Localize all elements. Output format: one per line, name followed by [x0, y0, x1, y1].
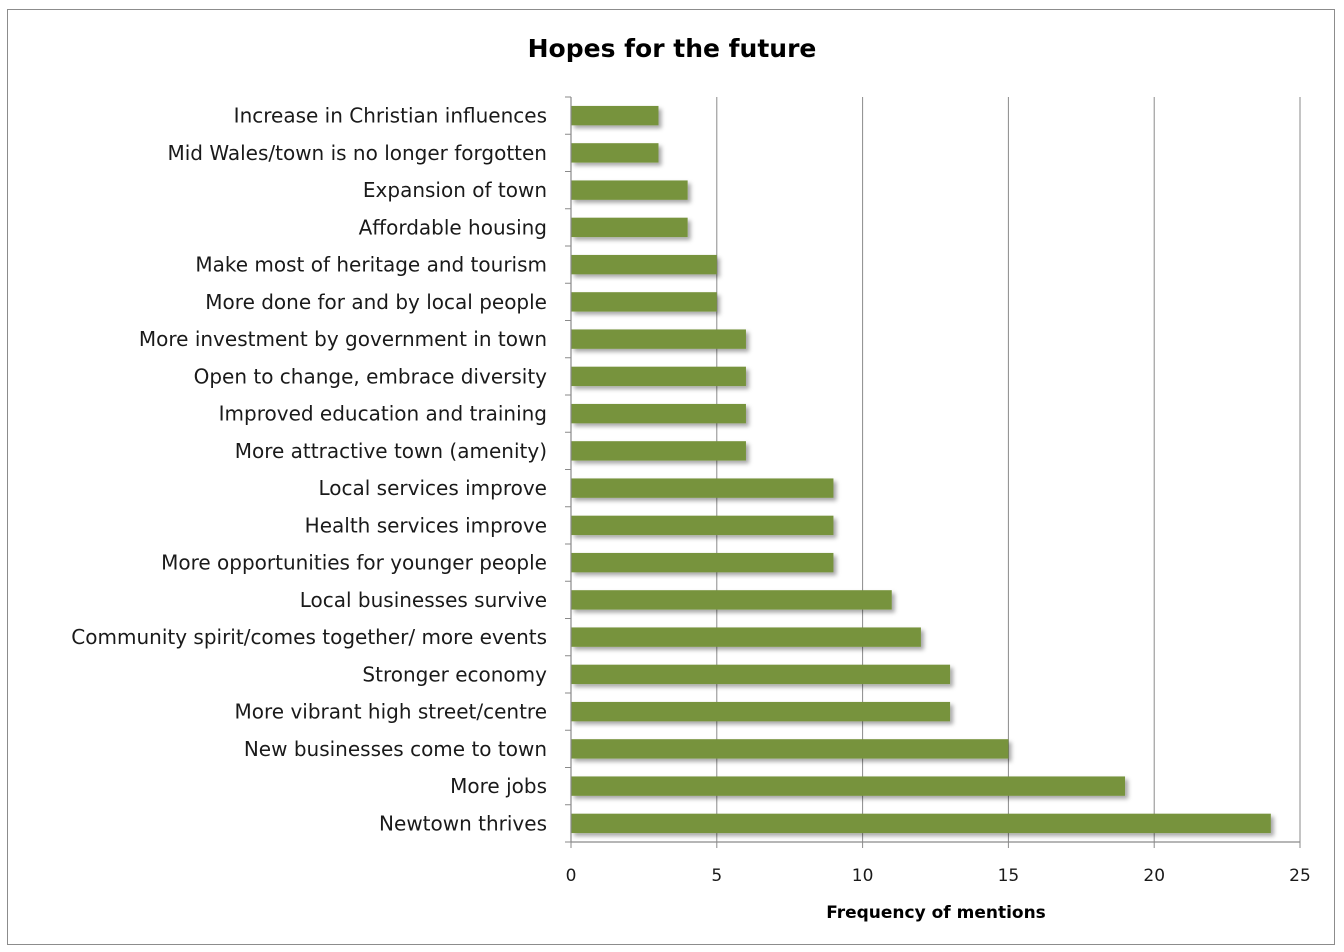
- category-label: Health services improve: [305, 513, 547, 537]
- category-label: Mid Wales/town is no longer forgotten: [167, 141, 547, 165]
- bar: [571, 664, 951, 685]
- category-label: Make most of heritage and tourism: [195, 253, 547, 277]
- x-axis-title: Frequency of mentions: [826, 903, 1046, 923]
- bar: [571, 403, 746, 424]
- category-label: Local businesses survive: [300, 588, 547, 612]
- category-label: Increase in Christian influences: [234, 104, 547, 128]
- x-tick-label: 10: [852, 866, 874, 886]
- bar: [571, 217, 688, 238]
- bar: [571, 180, 688, 200]
- bar: [571, 254, 717, 275]
- bar: [571, 143, 659, 163]
- category-label: Stronger economy: [362, 662, 547, 686]
- bar: [571, 366, 746, 387]
- category-label: More attractive town (amenity): [235, 439, 547, 463]
- category-label: Open to change, embrace diversity: [194, 364, 548, 388]
- bar: [571, 478, 834, 498]
- x-tick-label: 20: [1143, 866, 1165, 886]
- bar: [571, 739, 1009, 759]
- gridlines: [716, 97, 1301, 842]
- bar: [571, 627, 921, 647]
- category-label: Expansion of town: [363, 178, 547, 202]
- x-tick-label: 25: [1289, 866, 1311, 886]
- bar: [571, 813, 1271, 834]
- bar: [571, 776, 1126, 796]
- bars: [571, 105, 1271, 834]
- category-label: More opportunities for younger people: [161, 551, 547, 575]
- chart-title: Hopes for the future: [528, 34, 817, 63]
- bar: [571, 292, 717, 312]
- category-label: Affordable housing: [359, 215, 547, 239]
- category-label: Community spirit/comes together/ more ev…: [71, 625, 547, 649]
- bar: [571, 441, 746, 461]
- category-label: More investment by government in town: [139, 327, 547, 351]
- bar: [571, 552, 834, 573]
- category-label: Improved education and training: [219, 402, 547, 426]
- category-label: Newtown thrives: [379, 811, 547, 835]
- x-tick-label: 0: [566, 866, 577, 886]
- axes: [565, 96, 1301, 848]
- bar: [571, 329, 746, 349]
- category-labels: Increase in Christian influences Mid Wale…: [71, 104, 547, 836]
- category-label: More jobs: [450, 774, 547, 798]
- category-label: More done for and by local people: [205, 290, 547, 314]
- category-label: Local services improve: [318, 476, 547, 500]
- x-tick-labels: 0 5 10 15 20 25: [566, 866, 1311, 886]
- bar: [571, 590, 892, 610]
- category-label: New businesses come to town: [244, 737, 547, 761]
- category-label: More vibrant high street/centre: [235, 700, 547, 724]
- bar: [571, 515, 834, 536]
- bar: [571, 701, 951, 722]
- x-tick-label: 15: [998, 866, 1020, 886]
- bar: [571, 105, 659, 126]
- x-tick-label: 5: [711, 866, 722, 886]
